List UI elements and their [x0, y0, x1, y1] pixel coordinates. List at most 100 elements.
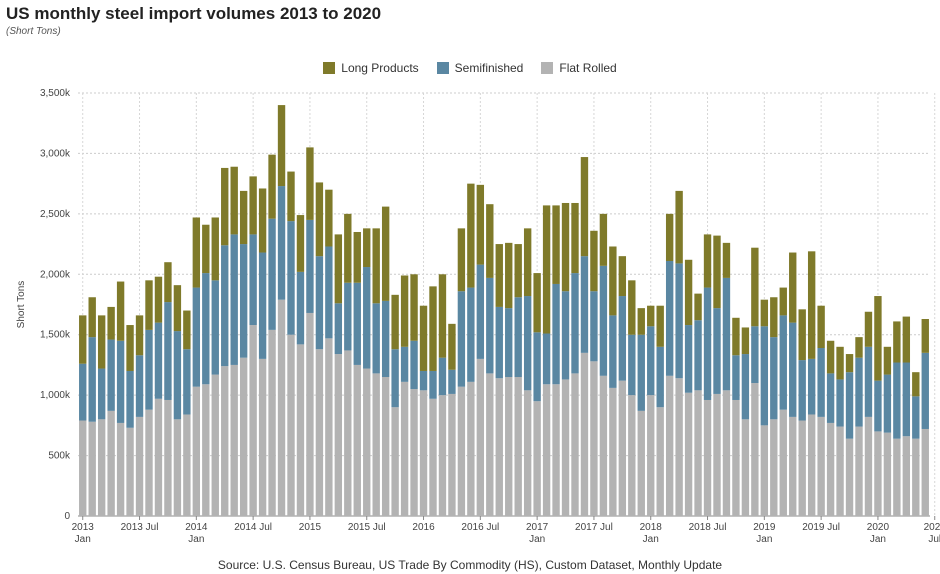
legend-item-flat-rolled[interactable]: Flat Rolled	[541, 61, 617, 75]
bar-segment-semifinished	[770, 337, 778, 420]
bar-segment-flat-rolled	[268, 329, 276, 516]
bar-segment-semifinished	[97, 368, 106, 420]
bar-segment-flat-rolled	[599, 375, 608, 516]
bar-segment-flat-rolled	[239, 357, 248, 516]
bar-segment-semifinished	[760, 326, 769, 426]
bar-segment-flat-rolled	[457, 386, 466, 516]
bar-segment-long-products	[126, 325, 134, 371]
bar-segment-long-products	[429, 286, 437, 371]
bar-segment-semifinished	[448, 369, 456, 394]
bar-segment-long-products	[258, 188, 267, 253]
bar-segment-flat-rolled	[807, 414, 816, 516]
bar-segment-semifinished	[883, 374, 892, 433]
bar-segment-long-products	[287, 171, 295, 222]
bar-segment-flat-rolled	[438, 395, 447, 516]
bar-segment-long-products	[836, 346, 844, 380]
bar-segment-semifinished	[372, 303, 380, 374]
bar-segment-semifinished	[902, 362, 911, 437]
x-tick-label: 2017	[526, 522, 549, 533]
bar-segment-semifinished	[486, 277, 494, 374]
bar-segment-semifinished	[126, 370, 134, 428]
bar-segment-long-products	[694, 293, 702, 321]
bar-segment-long-products	[845, 354, 854, 373]
bar-segment-semifinished	[239, 244, 248, 358]
bar-segment-flat-rolled	[230, 364, 238, 516]
bar-segment-semifinished	[618, 296, 627, 381]
bar-segment-semifinished	[722, 277, 731, 391]
bar-segment-flat-rolled	[135, 416, 144, 516]
x-tick-label-sub: Jan	[529, 534, 545, 545]
bar-segment-flat-rolled	[580, 352, 589, 516]
x-tick-label: 2018	[640, 522, 663, 533]
bar-segment-long-products	[306, 147, 314, 220]
bar-segment-long-products	[807, 251, 816, 359]
legend-item-long-products[interactable]: Long Products	[323, 61, 419, 75]
bar-segment-flat-rolled	[183, 414, 191, 516]
bar-segment-long-products	[637, 308, 645, 335]
bar-segment-flat-rolled	[628, 395, 636, 516]
bar-segment-long-products	[211, 217, 219, 281]
bar-segment-long-products	[618, 256, 627, 297]
bar-segment-long-products	[154, 276, 163, 323]
bar-segment-flat-rolled	[97, 419, 106, 516]
bar-segment-flat-rolled	[145, 409, 153, 516]
bar-segment-semifinished	[334, 303, 343, 355]
legend-swatch-long-products	[323, 62, 336, 74]
bar-segment-semifinished	[476, 264, 485, 359]
bar-segment-flat-rolled	[552, 384, 560, 516]
legend-label-long-products: Long Products	[341, 61, 419, 75]
bar-segment-long-products	[363, 228, 371, 268]
bar-segment-semifinished	[79, 363, 87, 421]
bar-segment-flat-rolled	[722, 390, 731, 516]
bar-segment-semifinished	[789, 322, 797, 417]
legend-item-semifinished[interactable]: Semifinished	[436, 61, 523, 75]
bar-segment-semifinished	[675, 263, 683, 379]
bar-segment-long-products	[400, 275, 409, 347]
bar-segment-long-products	[542, 205, 551, 334]
bar-segment-flat-rolled	[79, 420, 87, 516]
bar-segment-long-products	[703, 234, 712, 288]
bar-segment-long-products	[438, 274, 447, 358]
bar-segment-semifinished	[599, 265, 608, 376]
bar-segment-long-products	[713, 235, 721, 309]
bar-segment-flat-rolled	[609, 387, 617, 516]
bar-segment-semifinished	[694, 320, 702, 391]
bar-segment-semifinished	[230, 234, 238, 365]
bar-segment-semifinished	[344, 282, 352, 351]
bar-segment-flat-rolled	[116, 422, 125, 516]
bar-segment-semifinished	[325, 246, 333, 339]
legend-swatch-semifinished	[436, 62, 449, 74]
bar-segment-semifinished	[864, 346, 873, 417]
bar-segment-semifinished	[874, 380, 882, 432]
bar-segment-flat-rolled	[893, 438, 901, 516]
x-tick-label: 2014 Jul	[234, 522, 272, 533]
x-tick-label-sub: Jan	[75, 534, 91, 545]
bar-segment-flat-rolled	[448, 393, 456, 516]
bar-segment-long-products	[230, 166, 238, 235]
bar-segment-long-products	[173, 285, 182, 332]
bar-segment-long-products	[97, 315, 106, 369]
bar-segment-flat-rolled	[363, 368, 371, 516]
bar-segment-semifinished	[419, 370, 428, 391]
bar-segment-flat-rolled	[344, 350, 352, 516]
bar-segment-semifinished	[836, 379, 844, 427]
bar-segment-long-products	[353, 231, 361, 283]
bar-segment-flat-rolled	[590, 361, 598, 516]
bar-segment-flat-rolled	[495, 378, 503, 516]
bar-segment-flat-rolled	[779, 409, 787, 516]
bar-segment-semifinished	[315, 256, 324, 350]
bar-segment-semifinished	[637, 334, 645, 411]
bar-segment-flat-rolled	[713, 393, 721, 516]
bar-segment-semifinished	[703, 287, 712, 400]
bar-segment-flat-rolled	[770, 419, 778, 516]
bar-segment-semifinished	[552, 283, 560, 385]
bar-segment-flat-rolled	[505, 377, 513, 516]
bar-segment-flat-rolled	[258, 358, 267, 516]
bar-segment-flat-rolled	[675, 378, 683, 516]
bar-segment-long-products	[476, 184, 485, 265]
bar-segment-flat-rolled	[912, 438, 920, 516]
bar-segment-long-products	[883, 346, 892, 375]
y-tick-label: 2,500k	[40, 209, 71, 220]
bar-segment-flat-rolled	[325, 338, 333, 516]
bar-segment-semifinished	[277, 186, 286, 300]
